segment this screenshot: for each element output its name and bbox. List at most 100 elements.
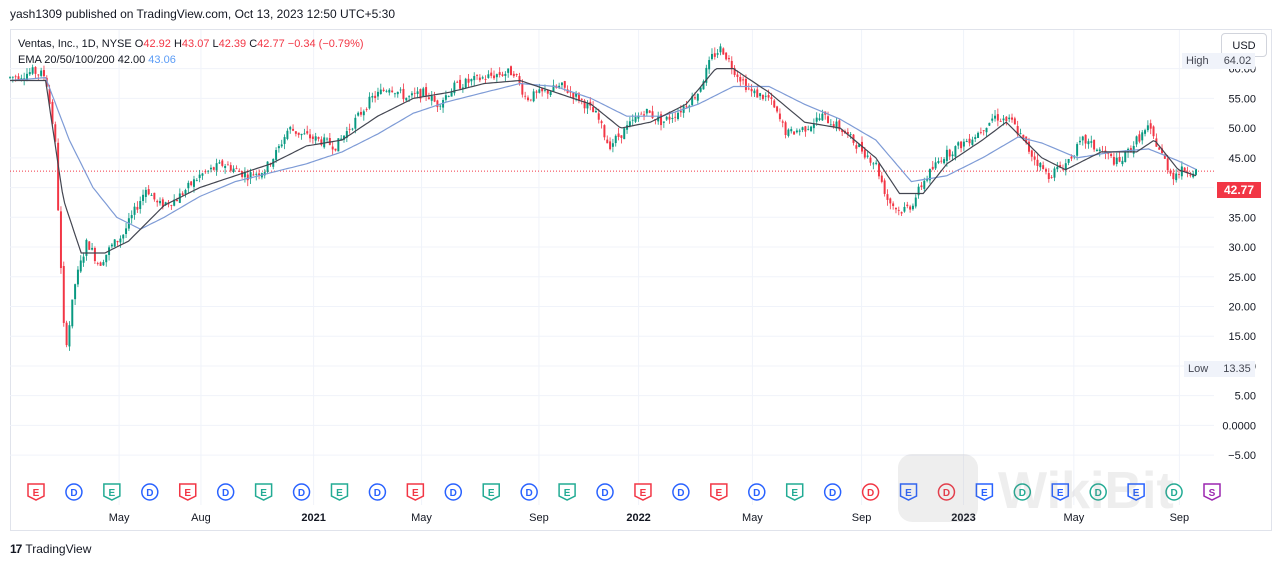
candle-body [597,113,600,120]
candle-body [1121,160,1124,165]
candle-body [495,74,498,78]
dividend-marker[interactable]: D [1089,483,1107,501]
candle-body [309,134,312,139]
candle-body [733,67,736,75]
dividend-marker[interactable]: D [596,483,614,501]
candle-body [192,179,195,187]
candle-body [849,134,852,136]
candle-body [484,79,487,80]
candle-body [696,94,699,101]
candle-body [328,137,331,145]
candle-body [201,173,204,176]
candle-body [144,189,147,197]
candle-body [521,83,524,95]
dividend-marker[interactable]: D [444,483,463,501]
candle-body [829,124,832,126]
candle-body [943,159,946,164]
dividend-marker[interactable]: D [672,483,690,501]
dividend-marker[interactable]: D [141,483,159,501]
candle-body [487,74,490,78]
candle-body [609,141,612,150]
symbol-title[interactable]: Ventas, Inc., 1D, NYSE [18,38,132,50]
ema-label[interactable]: EMA 20/50/100/200 [18,54,115,66]
candle-body [875,162,878,164]
candle-body [923,180,926,189]
candle-body [702,81,705,90]
svg-text:E: E [716,488,723,499]
candle-body [1195,169,1197,175]
candle-body [116,240,119,243]
candle-body [1115,157,1118,165]
earnings-marker[interactable]: E [899,483,918,501]
candle-body [877,163,880,177]
earnings-marker[interactable]: E [482,483,500,501]
dividend-marker[interactable]: D [216,483,235,501]
earnings-marker[interactable]: E [634,483,652,501]
candle-body [82,256,85,263]
dividend-marker[interactable]: D [937,483,956,501]
watermark-logo-icon [898,454,978,522]
candle-body [275,150,278,160]
earnings-marker[interactable]: E [1051,483,1070,501]
candle-body [478,77,481,81]
dividend-marker[interactable]: D [861,483,880,501]
dividend-marker[interactable]: D [520,483,538,501]
candle-body [971,139,974,145]
split-marker[interactable]: S [1203,483,1221,501]
earnings-marker[interactable]: E [178,483,197,501]
svg-text:D: D [146,488,153,499]
x-tick-label: Sep [852,512,872,524]
candle-body [1025,136,1028,143]
candle-body [906,204,909,207]
candle-body [577,93,580,101]
earnings-marker[interactable]: E [406,483,425,501]
candle-body [781,121,784,123]
candle-body [892,203,895,207]
candle-body [425,87,428,96]
earnings-marker[interactable]: E [27,483,45,501]
tradingview-footer[interactable]: 17 TradingView [10,542,91,556]
dividend-marker[interactable]: D [1013,483,1032,501]
candle-body [255,173,258,175]
dividend-marker[interactable]: D [292,483,311,501]
earnings-marker[interactable]: E [103,483,121,501]
candle-body [226,164,229,166]
chart-legend: Ventas, Inc., 1D, NYSE O42.92 H43.07 L42… [18,36,364,68]
dividend-marker[interactable]: D [748,483,766,501]
dividend-marker[interactable]: D [368,483,387,501]
candle-body [93,247,96,262]
candle-body [209,167,212,170]
candle-body [546,89,549,94]
candle-body [671,117,674,119]
candle-body [807,128,810,130]
candle-body [122,234,125,239]
chart-frame[interactable] [10,29,1272,531]
candle-body [532,91,535,102]
dividend-marker[interactable]: D [823,483,842,501]
candle-body [229,165,232,171]
earnings-marker[interactable]: E [254,483,273,501]
candle-body [640,113,643,115]
earnings-marker[interactable]: E [330,483,349,501]
candle-body [362,111,365,116]
dividend-marker[interactable]: D [1165,483,1183,501]
candle-body [776,106,779,112]
candle-body [685,106,688,108]
candle-body [538,89,541,93]
earnings-marker[interactable]: E [558,483,576,501]
candle-body [894,207,897,210]
candle-body [541,88,544,92]
candle-body [20,77,23,79]
candle-body [241,171,244,177]
earnings-marker[interactable]: E [785,483,804,501]
candle-body [818,118,821,120]
candle-body [827,116,830,124]
earnings-marker[interactable]: E [975,483,994,501]
candle-body [1002,118,1005,121]
earnings-marker[interactable]: E [710,483,728,501]
earnings-marker[interactable]: E [1127,483,1145,501]
watermark-text: WikiBit [998,462,1174,520]
high-tag-label: High [1186,55,1209,67]
dividend-marker[interactable]: D [65,483,83,501]
